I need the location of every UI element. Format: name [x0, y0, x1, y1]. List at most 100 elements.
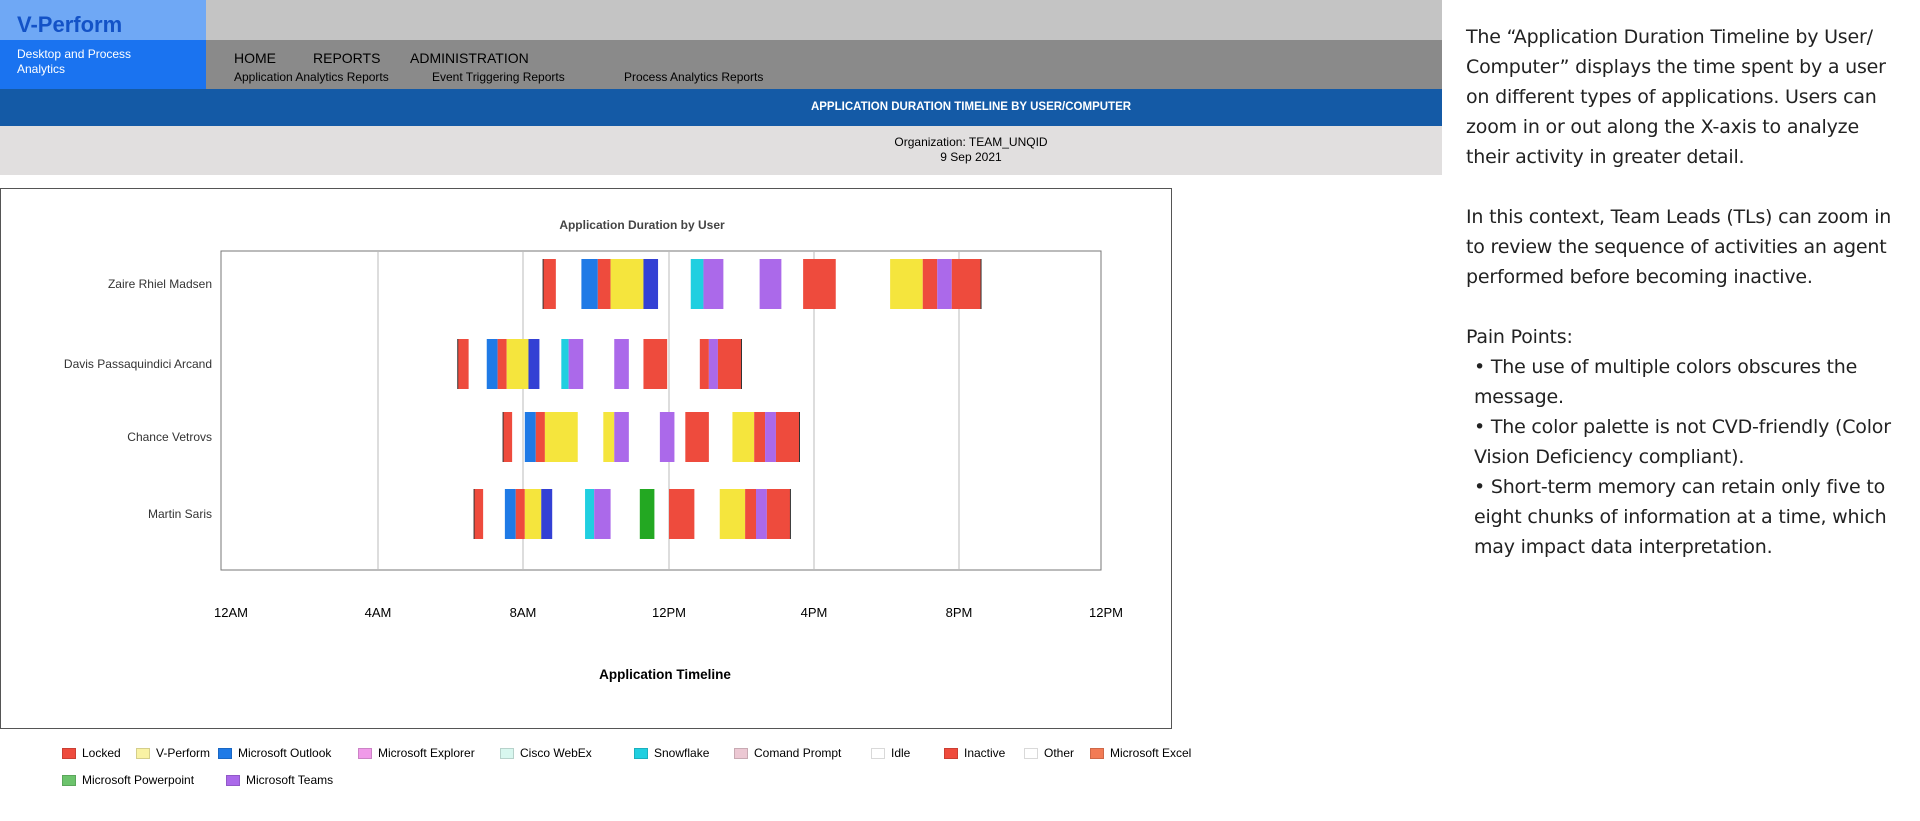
- legend-item[interactable]: Comand Prompt: [734, 745, 841, 761]
- nav-administration[interactable]: ADMINISTRATION: [410, 50, 529, 66]
- nav-process-analytics-reports[interactable]: Process Analytics Reports: [624, 70, 764, 84]
- timeline-segment: [803, 259, 836, 309]
- timeline-segment: [643, 259, 659, 309]
- timeline-segment: [951, 259, 982, 309]
- x-axis-label: Application Timeline: [599, 667, 731, 682]
- legend-swatch: [1090, 747, 1104, 759]
- legend-swatch: [734, 747, 748, 759]
- legend-swatch: [1024, 747, 1038, 759]
- legend-label: Locked: [82, 746, 121, 760]
- legend-item[interactable]: Other: [1024, 745, 1074, 761]
- timeline-segment: [643, 339, 668, 389]
- timeline-segment: [659, 412, 675, 462]
- brand-block[interactable]: V-Perform Desktop and Process Analytics: [0, 0, 206, 89]
- pain-point-item: • The use of multiple colors obscures th…: [1474, 356, 1858, 408]
- legend-item[interactable]: Cisco WebEx: [500, 745, 592, 761]
- timeline-segment: [708, 339, 718, 389]
- legend-item[interactable]: Microsoft Teams: [226, 772, 333, 788]
- legend-item[interactable]: Microsoft Excel: [1090, 745, 1191, 761]
- x-tick-label: 8AM: [510, 605, 537, 620]
- timeline-segment: [765, 412, 776, 462]
- timeline-segment: [457, 339, 469, 389]
- timeline-segment: [474, 489, 484, 539]
- timeline-segment: [524, 489, 542, 539]
- organization-bar: Organization: TEAM_UNQID 9 Sep 2021: [0, 126, 1442, 175]
- legend-swatch: [358, 747, 372, 759]
- timeline-segment: [503, 412, 513, 462]
- timeline-segment: [610, 259, 644, 309]
- legend-item[interactable]: Locked: [62, 745, 121, 761]
- legend-label: Comand Prompt: [754, 746, 842, 760]
- legend-swatch: [500, 747, 514, 759]
- timeline-segment: [669, 489, 695, 539]
- x-tick-label: 8PM: [946, 605, 973, 620]
- legend-label: Microsoft Outlook: [238, 746, 332, 760]
- legend-item[interactable]: Inactive: [944, 745, 1005, 761]
- timeline-segment: [568, 339, 584, 389]
- timeline-segment: [690, 259, 704, 309]
- brand-header: V-Perform: [0, 0, 206, 40]
- timeline-segment: [486, 339, 498, 389]
- legend-item[interactable]: Microsoft Explorer: [358, 745, 475, 761]
- organization-info: Organization: TEAM_UNQID 9 Sep 2021: [721, 135, 1221, 165]
- legend-item[interactable]: Snowflake: [634, 745, 709, 761]
- timeline-segment: [603, 412, 615, 462]
- legend-label: Microsoft Teams: [246, 773, 334, 787]
- timeline-segment: [719, 489, 746, 539]
- timeline-segment: [506, 339, 529, 389]
- legend-item[interactable]: Microsoft Outlook: [218, 745, 331, 761]
- report-title-bar: APPLICATION DURATION TIMELINE BY USER/CO…: [0, 89, 1442, 126]
- side-panel-intro: The “Application Duration Timeline by Us…: [1466, 26, 1886, 168]
- legend-label: Other: [1044, 746, 1075, 760]
- timeline-segment: [775, 412, 800, 462]
- x-tick-label: 12PM: [652, 605, 686, 620]
- chart-frame[interactable]: Application Duration by User 12AM 4AM 8AM 12…: [0, 188, 1172, 729]
- brand-subtitle-line1: Desktop and Process: [17, 47, 132, 61]
- legend-swatch: [871, 747, 885, 759]
- timeline-segment: [759, 259, 782, 309]
- legend-swatch: [136, 747, 150, 759]
- row-user-label: Davis Passaquindici Arcand: [64, 357, 212, 371]
- pain-points-title: Pain Points:: [1466, 326, 1573, 348]
- legend-item[interactable]: Idle: [871, 745, 910, 761]
- legend-label: Inactive: [964, 746, 1006, 760]
- timeline-segment: [594, 489, 611, 539]
- pain-point-item: • Short-term memory can retain only five…: [1474, 476, 1887, 558]
- timeline-segment: [581, 259, 598, 309]
- nav-home[interactable]: HOME: [234, 50, 276, 66]
- timeline-segment: [754, 412, 766, 462]
- timeline-segment: [585, 489, 595, 539]
- row-user-label: Martin Saris: [148, 507, 212, 521]
- timeline-segment: [497, 339, 507, 389]
- timeline-chart[interactable]: Application Duration by User 12AM 4AM 8AM 12…: [1, 189, 1173, 730]
- nav-application-analytics-reports[interactable]: Application Analytics Reports: [234, 70, 389, 84]
- legend-label: Snowflake: [654, 746, 710, 760]
- report-title: APPLICATION DURATION TIMELINE BY USER/CO…: [810, 101, 1132, 113]
- main-nav: HOME REPORTS ADMINISTRATION Application …: [206, 40, 1442, 89]
- timeline-segment: [732, 412, 755, 462]
- top-bar: [206, 0, 1442, 40]
- nav-event-triggering-reports[interactable]: Event Triggering Reports: [432, 70, 565, 84]
- timeline-segment: [890, 259, 923, 309]
- timeline-segment: [541, 489, 553, 539]
- nav-reports[interactable]: REPORTS: [313, 50, 381, 66]
- legend-item[interactable]: V-Perform: [136, 745, 210, 761]
- legend-item[interactable]: Microsoft Powerpoint: [62, 772, 194, 788]
- timeline-segment: [685, 412, 709, 462]
- chart-title: Application Duration by User: [559, 218, 725, 232]
- brand-title: V-Perform: [17, 12, 123, 37]
- timeline-segment: [614, 339, 629, 389]
- timeline-segment: [639, 489, 655, 539]
- timeline-segment: [597, 259, 611, 309]
- legend-swatch: [218, 747, 232, 759]
- legend-label: Cisco WebEx: [520, 746, 592, 760]
- timeline-segment: [524, 412, 536, 462]
- timeline-segment: [745, 489, 756, 539]
- legend-label: Microsoft Excel: [1110, 746, 1192, 760]
- brand-subtitle-line2: Analytics: [17, 62, 66, 76]
- timeline-segment: [515, 489, 525, 539]
- timeline-segment: [561, 339, 569, 389]
- x-tick-label: 12AM: [214, 605, 248, 620]
- brand-subtitle: Desktop and Process Analytics: [0, 40, 206, 89]
